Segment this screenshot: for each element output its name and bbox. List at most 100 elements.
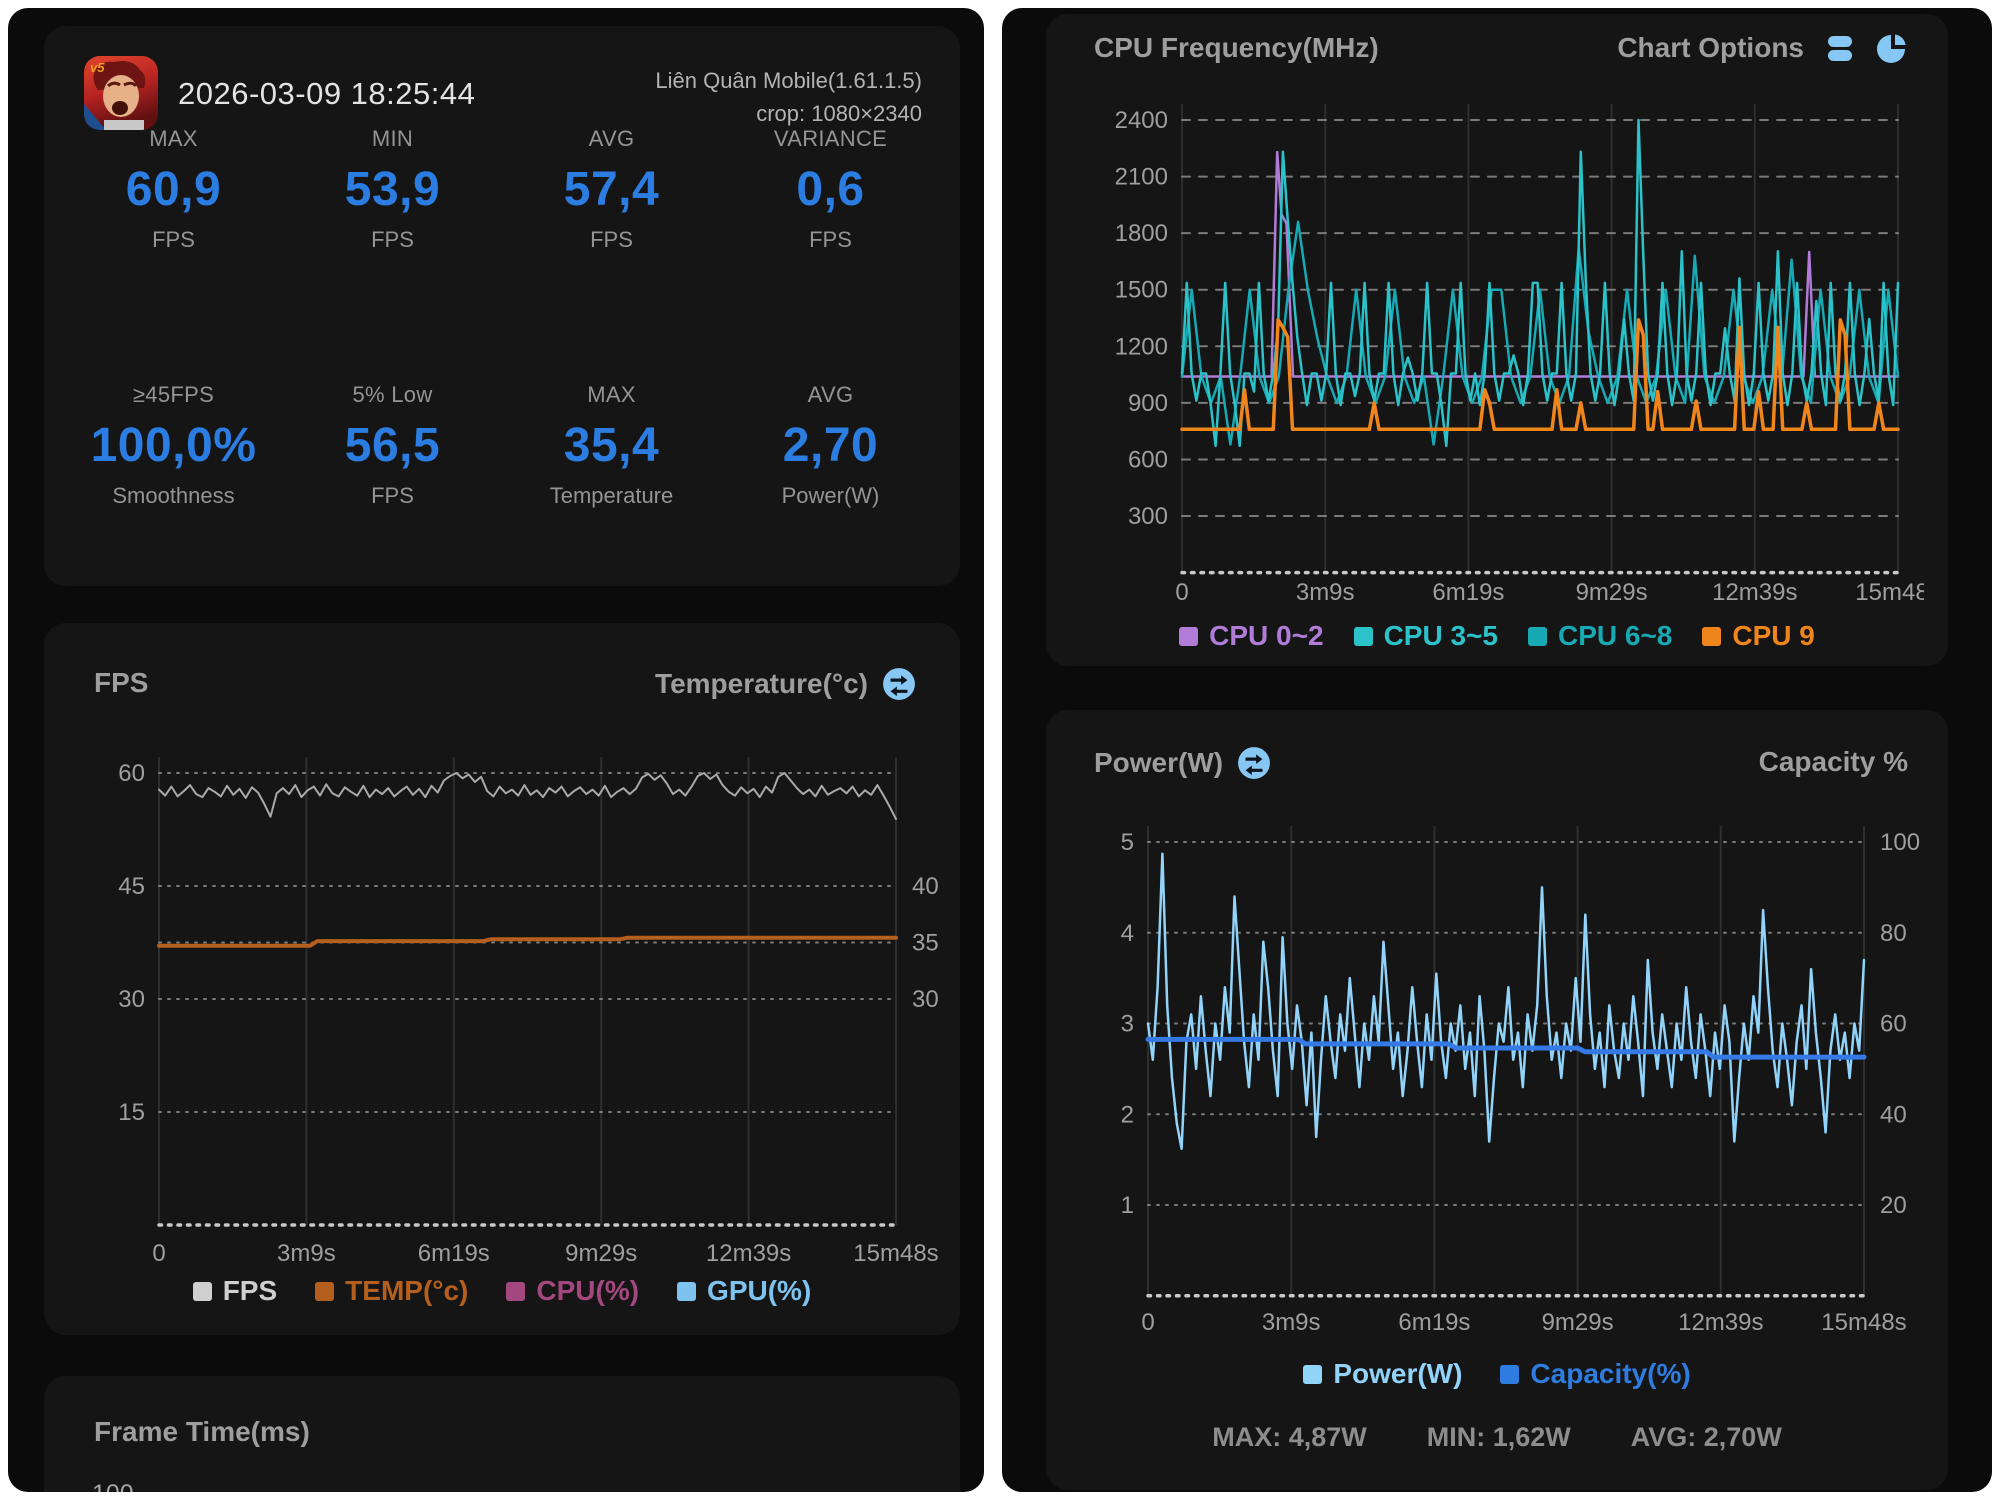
fps-chart-card: FPS Temperature(°c) 0 3m9s 6m19s 9m29s 12m39… <box>44 623 960 1335</box>
app-name: Liên Quân Mobile(1.61.1.5) <box>655 68 922 93</box>
svg-text:60: 60 <box>1880 1011 1907 1038</box>
svg-text:v5: v5 <box>90 60 105 75</box>
svg-text:6m19s: 6m19s <box>1398 1309 1470 1336</box>
legend-swatch <box>1500 1364 1520 1384</box>
svg-text:100: 100 <box>1880 829 1920 856</box>
svg-text:12m39s: 12m39s <box>1678 1309 1763 1336</box>
frametime-chart-title: Frame Time(ms) <box>94 1416 310 1447</box>
legend-label: GPU(%) <box>707 1275 812 1306</box>
svg-text:3m9s: 3m9s <box>1262 1309 1321 1336</box>
game-app-icon: v5 <box>84 56 158 130</box>
svg-text:15m48s: 15m48s <box>1821 1309 1906 1336</box>
legend-label: CPU(%) <box>536 1275 640 1306</box>
chart-options-label: Chart Options <box>1617 32 1804 63</box>
stat-max-fps: MAX 60,9 FPS <box>125 126 222 252</box>
svg-text:9m29s: 9m29s <box>565 1240 637 1267</box>
svg-text:80: 80 <box>1880 920 1907 947</box>
power-stats-line: MAX: 4,87W MIN: 1,62W AVG: 2,70W <box>1046 1422 1948 1453</box>
power-avg-stat: AVG: 2,70W <box>1630 1422 1782 1452</box>
power-max-stat: MAX: 4,87W <box>1212 1422 1367 1452</box>
svg-text:30: 30 <box>118 986 145 1013</box>
left-panel: v5 2026-03-09 18:25:44 Liên Quân Mobile(… <box>8 8 984 1492</box>
svg-text:1: 1 <box>1121 1192 1134 1219</box>
svg-text:15: 15 <box>118 1099 145 1126</box>
fps-chart-title: FPS <box>94 667 149 698</box>
legend-item[interactable]: GPU(%) <box>677 1275 811 1307</box>
legend-label: CPU 0~2 <box>1209 620 1324 651</box>
power-chart-card: Power(W) Capacity % 0 3m9s 6m19s 9m29s 12m39… <box>1046 710 1948 1490</box>
svg-text:600: 600 <box>1128 446 1168 473</box>
legend-swatch <box>1303 1364 1323 1384</box>
svg-text:1500: 1500 <box>1115 277 1168 304</box>
legend-label: FPS <box>222 1275 278 1306</box>
svg-text:5: 5 <box>1121 829 1134 856</box>
svg-text:20: 20 <box>1880 1192 1907 1219</box>
cpu-chart-canvas[interactable]: 0 3m9s 6m19s 9m29s 12m39s 15m48s 2400 2100 1800 1… <box>1070 84 1924 614</box>
legend-swatch <box>315 1281 335 1301</box>
legend-item[interactable]: CPU(%) <box>506 1275 639 1307</box>
legend-label: CPU 6~8 <box>1557 620 1673 651</box>
temperature-axis-label: Temperature(°c) <box>655 668 868 699</box>
frametime-chart-card: Frame Time(ms) 100 <box>44 1376 960 1492</box>
legend-item[interactable]: FPS <box>192 1275 278 1307</box>
summary-card: v5 2026-03-09 18:25:44 Liên Quân Mobile(… <box>44 26 960 586</box>
pie-chart-icon[interactable] <box>1876 32 1908 64</box>
legend-swatch <box>1527 626 1547 646</box>
legend-item[interactable]: CPU 9 <box>1702 620 1815 652</box>
svg-text:0: 0 <box>152 1240 165 1267</box>
svg-text:2400: 2400 <box>1115 107 1168 134</box>
legend-swatch <box>506 1281 526 1301</box>
svg-text:40: 40 <box>1880 1101 1907 1128</box>
legend-label: CPU 9 <box>1732 620 1815 651</box>
chart-options-header: Chart Options <box>1617 32 1908 64</box>
svg-text:0: 0 <box>1175 579 1188 606</box>
svg-text:9m29s: 9m29s <box>1542 1309 1614 1336</box>
power-min-stat: MIN: 1,62W <box>1426 1422 1571 1452</box>
cpu-chart-title: CPU Frequency(MHz) <box>1094 32 1379 63</box>
swap-axis-icon[interactable] <box>1237 746 1271 780</box>
svg-text:40: 40 <box>912 873 939 900</box>
legend-item[interactable]: Capacity(%) <box>1500 1358 1691 1390</box>
svg-text:6m19s: 6m19s <box>1432 579 1504 606</box>
svg-text:30: 30 <box>912 986 939 1013</box>
legend-item[interactable]: CPU 6~8 <box>1527 620 1673 652</box>
legend-item[interactable]: TEMP(°c) <box>315 1275 468 1307</box>
svg-text:3m9s: 3m9s <box>277 1240 336 1267</box>
svg-text:1200: 1200 <box>1115 333 1168 360</box>
stat-variance-fps: VARIANCE 0,6 FPS <box>773 126 888 252</box>
power-chart-canvas[interactable]: 0 3m9s 6m19s 9m29s 12m39s 15m48s 5 100 4 80 3 60 2 40… <box>1070 806 1924 1350</box>
frametime-y-tick: 100 <box>92 1480 134 1492</box>
legend-item[interactable]: CPU 3~5 <box>1353 620 1498 652</box>
fps-chart-legend: FPS TEMP(°c) CPU(%) GPU(%) <box>44 1275 960 1307</box>
legend-swatch <box>1702 626 1722 646</box>
svg-text:35: 35 <box>912 930 939 957</box>
legend-label: CPU 3~5 <box>1383 620 1498 651</box>
svg-text:12m39s: 12m39s <box>706 1240 791 1267</box>
legend-swatch <box>677 1281 697 1301</box>
fps-right-axis-header: Temperature(°c) <box>655 667 916 701</box>
svg-text:900: 900 <box>1128 390 1168 417</box>
capacity-axis-header: Capacity % <box>1758 746 1908 777</box>
line-view-icon[interactable] <box>1824 32 1856 64</box>
game-icon-art: v5 <box>84 56 158 130</box>
legend-item[interactable]: CPU 0~2 <box>1179 620 1324 652</box>
legend-label: Power(W) <box>1333 1358 1463 1389</box>
app-info: Liên Quân Mobile(1.61.1.5) crop: 1080×23… <box>655 64 922 130</box>
stat-max-temperature: MAX 35,4 Temperature <box>549 382 674 508</box>
svg-text:15m48s: 15m48s <box>853 1240 938 1267</box>
svg-text:300: 300 <box>1128 503 1168 530</box>
svg-text:12m39s: 12m39s <box>1712 579 1797 606</box>
stat-avg-power: AVG 2,70 Power(W) <box>781 382 880 508</box>
legend-swatch <box>1179 626 1199 646</box>
stats-row-1: MAX 60,9 FPS MIN 53,9 FPS AVG 57,4 FPS V… <box>64 126 940 253</box>
cpu-frequency-card: CPU Frequency(MHz) Chart Options 0 3m9s 6m… <box>1046 14 1948 666</box>
stats-row-2: ≥45FPS 100,0% Smoothness 5% Low 56,5 FPS… <box>64 382 940 509</box>
legend-label: TEMP(°c) <box>345 1275 469 1306</box>
stat-avg-fps: AVG 57,4 FPS <box>563 126 660 252</box>
svg-text:3m9s: 3m9s <box>1296 579 1355 606</box>
swap-axis-icon[interactable] <box>882 667 916 701</box>
legend-item[interactable]: Power(W) <box>1303 1358 1462 1390</box>
svg-text:0: 0 <box>1141 1309 1154 1336</box>
fps-chart-canvas[interactable]: 0 3m9s 6m19s 9m29s 12m39s 15m48s 60 45 40 35 30 30 1… <box>64 733 940 1273</box>
svg-text:15m48s: 15m48s <box>1855 579 1924 606</box>
